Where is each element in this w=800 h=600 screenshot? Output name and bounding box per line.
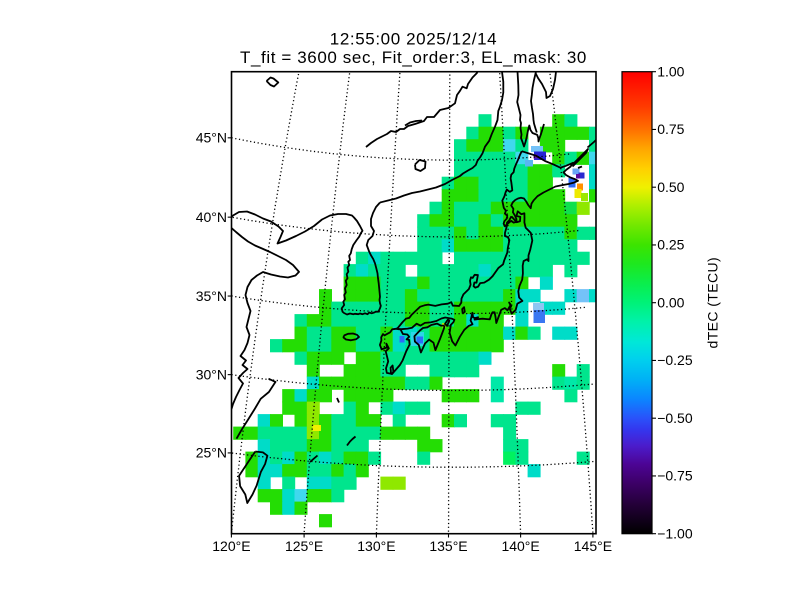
- svg-text:−0.50: −0.50: [657, 410, 693, 426]
- svg-text:0.50: 0.50: [657, 179, 684, 195]
- svg-text:−0.25: −0.25: [657, 352, 693, 368]
- svg-text:145°E: 145°E: [574, 538, 612, 554]
- svg-text:125°E: 125°E: [285, 538, 323, 554]
- svg-text:0.00: 0.00: [657, 294, 684, 310]
- svg-text:130°E: 130°E: [357, 538, 395, 554]
- svg-text:25°N: 25°N: [196, 445, 227, 461]
- svg-text:T_fit = 3600 sec, Fit_order:3,: T_fit = 3600 sec, Fit_order:3, EL_mask: …: [240, 48, 587, 67]
- svg-text:−1.00: −1.00: [657, 525, 693, 541]
- svg-text:120°E: 120°E: [212, 538, 250, 554]
- svg-text:140°E: 140°E: [501, 538, 539, 554]
- svg-text:1.00: 1.00: [657, 63, 684, 79]
- svg-text:135°E: 135°E: [429, 538, 467, 554]
- svg-text:−0.75: −0.75: [657, 468, 693, 484]
- svg-text:40°N: 40°N: [196, 209, 227, 225]
- svg-text:35°N: 35°N: [196, 288, 227, 304]
- svg-text:0.75: 0.75: [657, 121, 684, 137]
- svg-text:0.25: 0.25: [657, 237, 684, 253]
- svg-text:45°N: 45°N: [196, 130, 227, 146]
- svg-text:dTEC (TECU): dTEC (TECU): [705, 257, 721, 349]
- svg-text:12:55:00 2025/12/14: 12:55:00 2025/12/14: [330, 29, 497, 48]
- svg-text:30°N: 30°N: [196, 366, 227, 382]
